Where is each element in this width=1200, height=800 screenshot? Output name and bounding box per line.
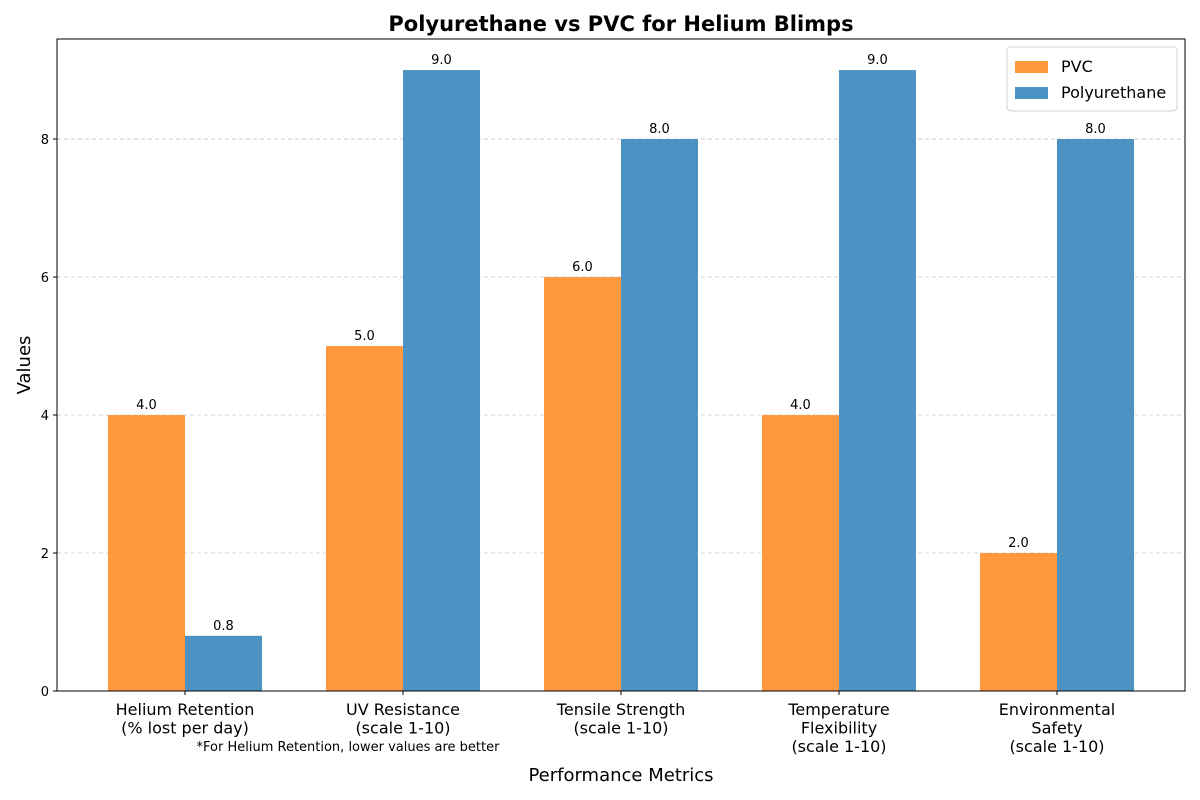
bar (1057, 139, 1134, 691)
bar (326, 346, 403, 691)
value-label: 5.0 (354, 329, 375, 344)
y-tick-label: 4 (41, 409, 49, 424)
value-label: 6.0 (572, 260, 593, 275)
y-tick-label: 6 (41, 271, 49, 286)
legend-label: Polyurethane (1061, 83, 1166, 102)
x-tick-label: Environmental Safety (scale 1-10) (999, 700, 1115, 756)
value-label: 2.0 (1008, 536, 1029, 551)
x-axis-label: Performance Metrics (528, 765, 713, 786)
y-tick-label: 2 (41, 547, 49, 562)
value-label: 9.0 (431, 53, 452, 68)
legend-swatch (1015, 61, 1048, 73)
legend-box (1006, 46, 1178, 112)
value-label: 4.0 (136, 398, 157, 413)
x-tick-label: Helium Retention (% lost per day) (116, 700, 255, 737)
y-tick-label: 0 (41, 685, 49, 700)
bar (839, 70, 916, 692)
bar (980, 553, 1057, 691)
plot-frame (56, 38, 1186, 692)
bar (621, 139, 698, 691)
value-label: 4.0 (790, 398, 811, 413)
y-tick-label: 8 (41, 133, 49, 148)
bar (544, 277, 621, 691)
value-label: 0.8 (213, 619, 234, 634)
legend-swatch (1015, 87, 1048, 99)
value-label: 9.0 (867, 53, 888, 68)
y-axis-label: Values (14, 336, 35, 395)
x-tick-label: UV Resistance (scale 1-10) (346, 700, 460, 737)
bar (762, 415, 839, 691)
legend-label: PVC (1061, 57, 1093, 76)
annotation: *For Helium Retention, lower values are … (197, 740, 501, 755)
x-tick-label: Temperature Flexibility (scale 1-10) (787, 700, 889, 756)
x-tick-label: Tensile Strength (scale 1-10) (556, 700, 685, 737)
value-label: 8.0 (1085, 122, 1106, 137)
bar (403, 70, 480, 692)
bar (108, 415, 185, 691)
chart-title: Polyurethane vs PVC for Helium Blimps (388, 12, 853, 36)
value-label: 8.0 (649, 122, 670, 137)
bar (185, 635, 262, 691)
